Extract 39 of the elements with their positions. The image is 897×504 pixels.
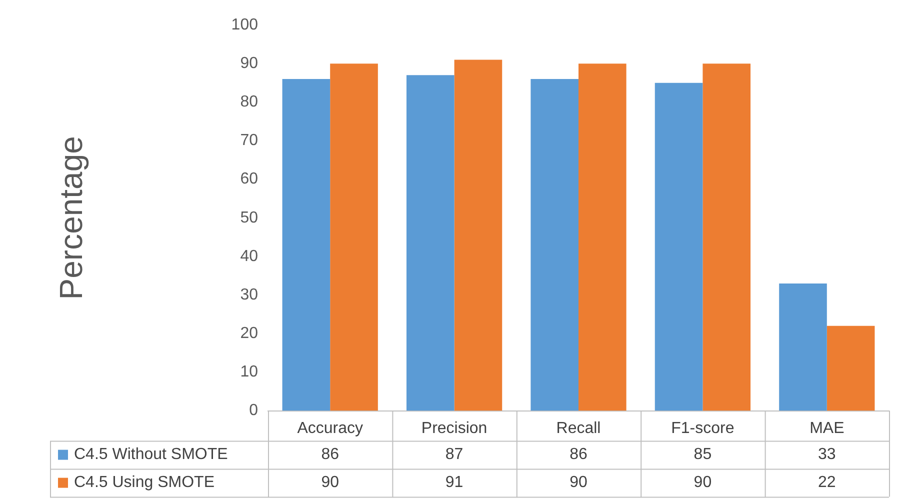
y-tick-label: 50 bbox=[240, 209, 258, 226]
data-label: 85 bbox=[694, 446, 712, 464]
data-label: 91 bbox=[445, 474, 464, 492]
data-label: 22 bbox=[818, 474, 836, 492]
bar bbox=[330, 64, 378, 411]
data-label: 90 bbox=[321, 474, 340, 492]
y-tick-label: 60 bbox=[240, 170, 258, 188]
bar bbox=[654, 82, 703, 411]
data-label: 90 bbox=[570, 474, 588, 492]
bar bbox=[406, 75, 454, 411]
x-tick-label: F1-score bbox=[671, 420, 734, 437]
data-label: 90 bbox=[694, 474, 712, 492]
y-tick-label: 20 bbox=[240, 325, 258, 342]
legend-label: C4.5 Without SMOTE bbox=[74, 446, 228, 464]
y-tick-label: 10 bbox=[240, 364, 258, 381]
bar bbox=[826, 326, 875, 411]
x-tick-label: Recall bbox=[556, 420, 601, 437]
x-tick-label: MAE bbox=[810, 420, 844, 437]
x-tick-label: Precision bbox=[421, 420, 488, 437]
bar bbox=[779, 283, 827, 411]
y-tick-label: 80 bbox=[240, 94, 258, 111]
y-tick-label: 70 bbox=[240, 132, 258, 150]
bar bbox=[702, 64, 751, 411]
data-label: 87 bbox=[445, 446, 464, 464]
y-tick-label: 100 bbox=[231, 16, 258, 34]
y-tick-label: 0 bbox=[249, 402, 258, 420]
y-tick-label: 90 bbox=[240, 54, 258, 72]
y-axis-title: Percentage bbox=[53, 136, 90, 300]
x-tick-label: Accuracy bbox=[297, 420, 363, 437]
data-label: 33 bbox=[818, 446, 836, 464]
bar bbox=[282, 79, 330, 411]
data-label: 86 bbox=[570, 446, 588, 464]
data-label: 86 bbox=[321, 446, 340, 464]
bar bbox=[454, 60, 502, 411]
y-tick-label: 40 bbox=[240, 248, 258, 265]
bar bbox=[530, 79, 578, 411]
legend-label: C4.5 Using SMOTE bbox=[74, 474, 214, 492]
y-tick-label: 30 bbox=[240, 286, 258, 304]
bar bbox=[578, 64, 626, 411]
